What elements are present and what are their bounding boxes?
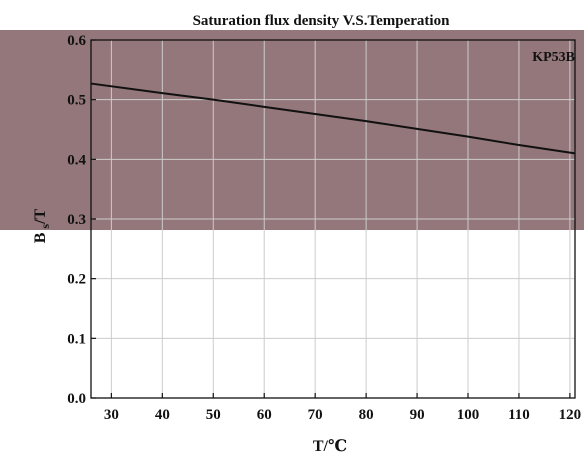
y-tick-label: 0.4 <box>67 152 86 168</box>
y-tick-label: 0.2 <box>67 272 86 288</box>
x-tick-label: 90 <box>410 407 425 423</box>
x-tick-label: 50 <box>206 407 221 423</box>
y-axis-label-sub: s <box>38 224 52 229</box>
series-label: KP53B <box>532 50 575 65</box>
chart-title: Saturation flux density V.S.Temperation <box>193 13 451 29</box>
shaded-band <box>0 30 584 230</box>
x-tick-label: 30 <box>104 407 119 423</box>
y-tick-label: 0.3 <box>67 212 86 228</box>
y-axis-label: B s/T <box>32 208 52 243</box>
x-tick-label: 110 <box>508 407 530 423</box>
y-tick-label: 0.0 <box>67 391 86 407</box>
y-axis-label-main: B <box>32 232 49 243</box>
x-tick-label: 120 <box>559 407 582 423</box>
x-tick-label: 80 <box>359 407 374 423</box>
svg-text:B s/T: B s/T <box>32 208 52 243</box>
x-tick-label: 40 <box>155 407 170 423</box>
y-tick-label: 0.6 <box>67 33 86 49</box>
y-tick-label: 0.1 <box>67 331 86 347</box>
x-tick-label: 100 <box>457 407 480 423</box>
series-line <box>90 82 576 155</box>
x-axis-label: T/℃ <box>313 438 347 455</box>
y-tick-label: 0.5 <box>67 93 86 109</box>
x-tick-label: 60 <box>257 407 272 423</box>
x-tick-label: 70 <box>308 407 323 423</box>
